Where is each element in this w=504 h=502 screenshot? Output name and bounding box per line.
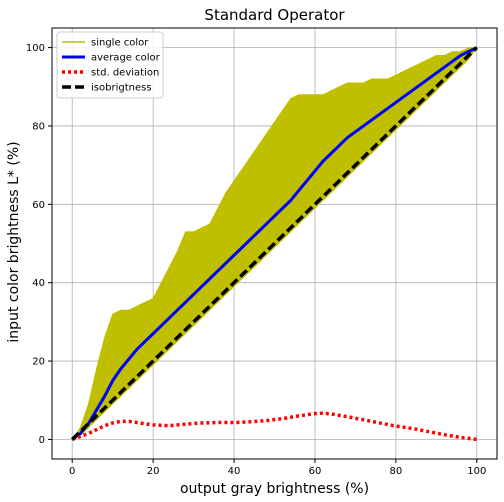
y-tick-label: 0 [39,435,45,446]
y-axis-label: input color brightness L* (%) [6,141,22,342]
legend-box [56,31,164,99]
x-tick-label: 20 [147,466,160,477]
legend: single color average color std. deviation i… [56,31,164,99]
legend-label: single color [91,38,149,49]
x-tick-label: 40 [228,466,241,477]
y-tick-label: 20 [32,357,45,368]
y-tick-label: 80 [32,121,45,132]
chart-title: Standard Operator [204,6,345,24]
y-axis: 0 20 40 60 80 100 [26,43,52,446]
legend-label: isobrigtness [91,83,152,94]
average-color-line [71,46,478,441]
x-axis: 0 20 40 60 80 100 [69,459,486,477]
y-tick-label: 60 [32,200,45,211]
isobrigtness-line [71,46,478,441]
x-tick-label: 60 [309,466,322,477]
legend-label: average color [91,53,161,64]
y-tick-label: 100 [26,43,45,54]
std-deviation-line [71,411,477,442]
series-lines [71,46,478,442]
y-tick-label: 40 [32,278,45,289]
plot-frame [51,27,498,460]
x-tick-label: 80 [389,466,402,477]
x-tick-label: 100 [467,466,486,477]
x-tick-label: 0 [69,466,75,477]
x-axis-label: output gray brightness (%) [180,481,369,497]
legend-label: std. deviation [91,68,159,79]
